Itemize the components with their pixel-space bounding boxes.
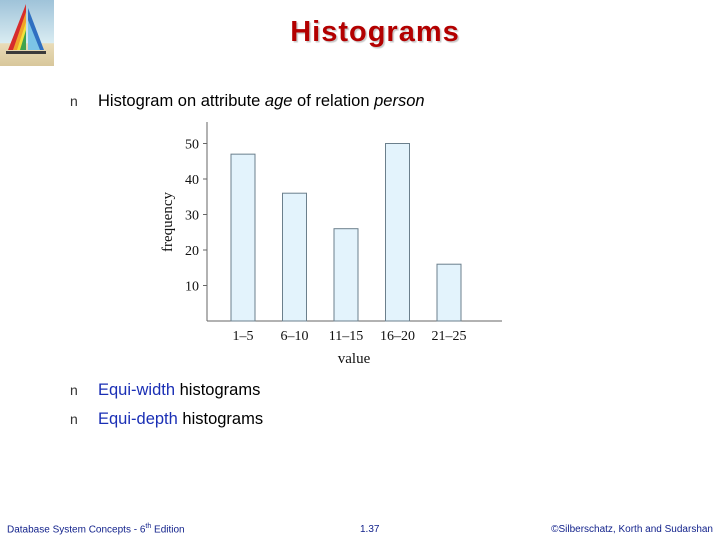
footer-copyright: ©Silberschatz, Korth and Sudarshan xyxy=(551,524,713,535)
equi-depth-term: Equi-depth xyxy=(98,410,178,428)
footer-slide-number: 1.37 xyxy=(360,524,380,535)
bullet-equi-depth: n Equi-depth histograms xyxy=(70,410,263,429)
histogram-chart: 10 20 30 40 50 1–5 6–10 11–15 16–20 21–25 freque… xyxy=(160,122,502,367)
bullet-text: histograms xyxy=(177,410,264,428)
bar-5 xyxy=(436,263,462,322)
bullet-relation-person: person xyxy=(374,92,425,110)
y-tick-label: 50 xyxy=(185,138,199,153)
bar-4 xyxy=(385,143,410,322)
y-tick-label: 40 xyxy=(185,173,199,188)
slide-title: Histograms xyxy=(290,16,460,48)
x-tick-label: 1–5 xyxy=(233,329,254,344)
y-axis-label: frequency xyxy=(160,192,176,252)
bullet-equi-width: n Equi-width histograms xyxy=(70,381,260,400)
bar-1 xyxy=(230,153,256,322)
bullet-text: histograms xyxy=(175,381,261,399)
bullet-histogram-on-age: n Histogram on attribute age of relation … xyxy=(70,92,425,111)
bullet-marker-icon: n xyxy=(70,411,78,427)
bullet-text-start: Histogram on attribute xyxy=(98,92,265,110)
x-tick-label: 6–10 xyxy=(281,329,309,344)
equi-width-term: Equi-width xyxy=(98,381,176,399)
y-tick-label: 20 xyxy=(185,244,199,259)
x-tick-label: 21–25 xyxy=(432,329,467,344)
bullet-text-middle: of relation xyxy=(292,92,375,110)
y-tick-label: 30 xyxy=(185,209,199,224)
sailboat-logo-icon xyxy=(0,0,54,66)
footer-book-title: Database System Concepts - 6th Edition xyxy=(7,522,185,535)
bullet-marker-icon: n xyxy=(70,93,78,109)
bullet-marker-icon: n xyxy=(70,382,78,398)
bar-3 xyxy=(333,228,359,322)
x-axis-label: value xyxy=(338,351,371,367)
y-tick-label: 10 xyxy=(185,280,199,295)
bar-2 xyxy=(282,192,307,322)
x-tick-label: 16–20 xyxy=(380,329,415,344)
x-tick-label: 11–15 xyxy=(329,329,363,344)
bullet-attribute-age: age xyxy=(264,92,293,110)
